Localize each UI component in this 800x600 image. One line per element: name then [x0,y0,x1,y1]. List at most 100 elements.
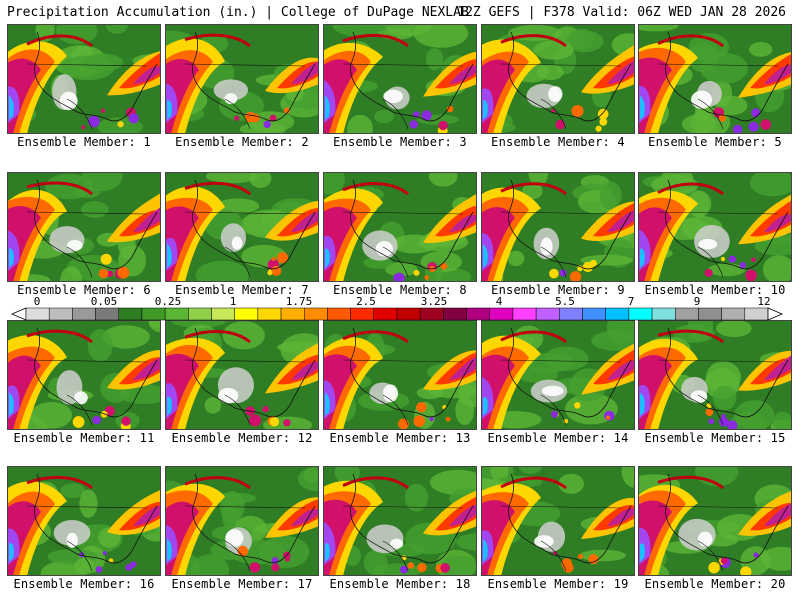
precip-map-image [323,172,477,282]
colorbar-swatch [280,307,305,321]
colorbar-swatch [188,307,212,321]
page-title: Precipitation Accumulation (in.) | Colle… [7,5,469,20]
ensemble-member-label: Ensemble Member: 10 [644,283,786,297]
precip-map-image [481,320,635,430]
precip-map-image [638,320,792,430]
colorbar-swatch [512,307,537,321]
colorbar-swatch [48,307,73,321]
ensemble-member-label: Ensemble Member: 3 [333,135,467,149]
colorbar-tick-label: 0.05 [90,295,118,308]
ensemble-map-5 [638,24,792,134]
precip-map-image [481,172,635,282]
colorbar-swatch [72,307,96,321]
ensemble-member-label: Ensemble Member: 8 [333,283,467,297]
ensemble-map-15 [638,320,792,430]
ensemble-member-label: Ensemble Member: 11 [13,431,155,445]
precip-map-image [165,466,319,576]
ensemble-member-label: Ensemble Member: 20 [644,577,786,591]
ensemble-member-label: Ensemble Member: 5 [648,135,782,149]
colorbar-tick-label: 0.25 [154,295,182,308]
precip-map-image [323,320,477,430]
colorbar-swatch [257,307,282,321]
ensemble-map-12 [165,320,319,430]
colorbar-swatch [95,307,119,321]
ensemble-member-label: Ensemble Member: 12 [171,431,313,445]
precip-map-image [323,24,477,134]
ensemble-map-20 [638,466,792,576]
ensemble-map-11 [7,320,161,430]
ensemble-member-label: Ensemble Member: 9 [491,283,625,297]
colorbar-swatch [605,307,630,321]
colorbar-swatch [535,307,560,321]
ensemble-map-3 [323,24,477,134]
ensemble-map-8 [323,172,477,282]
colorbar-swatch [327,307,351,321]
ensemble-member-label: Ensemble Member: 7 [175,283,309,297]
ensemble-map-18 [323,466,477,576]
ensemble-map-4 [481,24,635,134]
colorbar: 0 0.05 0.25 1 1.75 2.5 3.25 4 5.5 7 9 12 [0,296,800,321]
precip-map-image [165,172,319,282]
colorbar-swatch [304,307,328,321]
precip-map-image [638,172,792,282]
ensemble-member-label: Ensemble Member: 13 [329,431,471,445]
ensemble-member-label: Ensemble Member: 16 [13,577,155,591]
ensemble-map-16 [7,466,161,576]
ensemble-map-17 [165,466,319,576]
colorbar-swatch [350,307,375,321]
ensemble-map-2 [165,24,319,134]
ensemble-map-6 [7,172,161,282]
colorbar-swatch [373,307,398,321]
precip-map-image [638,24,792,134]
ensemble-member-label: Ensemble Member: 6 [17,283,151,297]
ensemble-map-7 [165,172,319,282]
colorbar-swatch [211,307,235,321]
colorbar-swatch [118,307,143,321]
colorbar-swatch [25,307,50,321]
colorbar-tick-label: 2.5 [356,295,376,308]
colorbar-swatch [466,307,490,321]
run-info: 12Z GEFS | F378 Valid: 06Z WED JAN 28 20… [457,5,786,20]
colorbar-tick-label: 3.25 [420,295,448,308]
colorbar-swatch [141,307,166,321]
precip-map-image [7,24,161,134]
ensemble-member-label: Ensemble Member: 19 [487,577,629,591]
colorbar-swatch [582,307,606,321]
colorbar-swatch [721,307,746,321]
colorbar-swatch [234,307,259,321]
colorbar-tick-label: 1.75 [285,295,313,308]
colorbar-tick-label: 7 [627,295,635,308]
precip-map-image [165,320,319,430]
ensemble-member-label: Ensemble Member: 1 [17,135,151,149]
colorbar-swatch [443,307,467,321]
ensemble-member-label: Ensemble Member: 14 [487,431,629,445]
precip-map-image [638,466,792,576]
precip-map-image [323,466,477,576]
colorbar-tick-label: 12 [757,295,771,308]
precip-map-image [7,466,161,576]
ensemble-map-10 [638,172,792,282]
colorbar-swatch [744,307,769,321]
colorbar-swatch [396,307,421,321]
ensemble-map-9 [481,172,635,282]
colorbar-tick-labels: 0 0.05 0.25 1 1.75 2.5 3.25 4 5.5 7 9 12 [0,296,800,308]
precip-map-image [481,466,635,576]
colorbar-tick-label: 9 [693,295,701,308]
ensemble-map-13 [323,320,477,430]
ensemble-map-14 [481,320,635,430]
ensemble-member-label: Ensemble Member: 18 [329,577,471,591]
precip-map-image [165,24,319,134]
colorbar-swatch [559,307,583,321]
colorbar-min-arrow [10,307,27,321]
header: Precipitation Accumulation (in.) | Colle… [0,0,800,24]
colorbar-swatch [489,307,514,321]
ensemble-member-label: Ensemble Member: 2 [175,135,309,149]
ensemble-member-label: Ensemble Member: 17 [171,577,313,591]
precip-map-image [7,172,161,282]
precip-map-image [481,24,635,134]
ensemble-member-label: Ensemble Member: 15 [644,431,786,445]
precip-map-image [7,320,161,430]
ensemble-member-label: Ensemble Member: 4 [491,135,625,149]
colorbar-tick-label: 4 [495,295,503,308]
colorbar-tick-label: 5.5 [555,295,575,308]
